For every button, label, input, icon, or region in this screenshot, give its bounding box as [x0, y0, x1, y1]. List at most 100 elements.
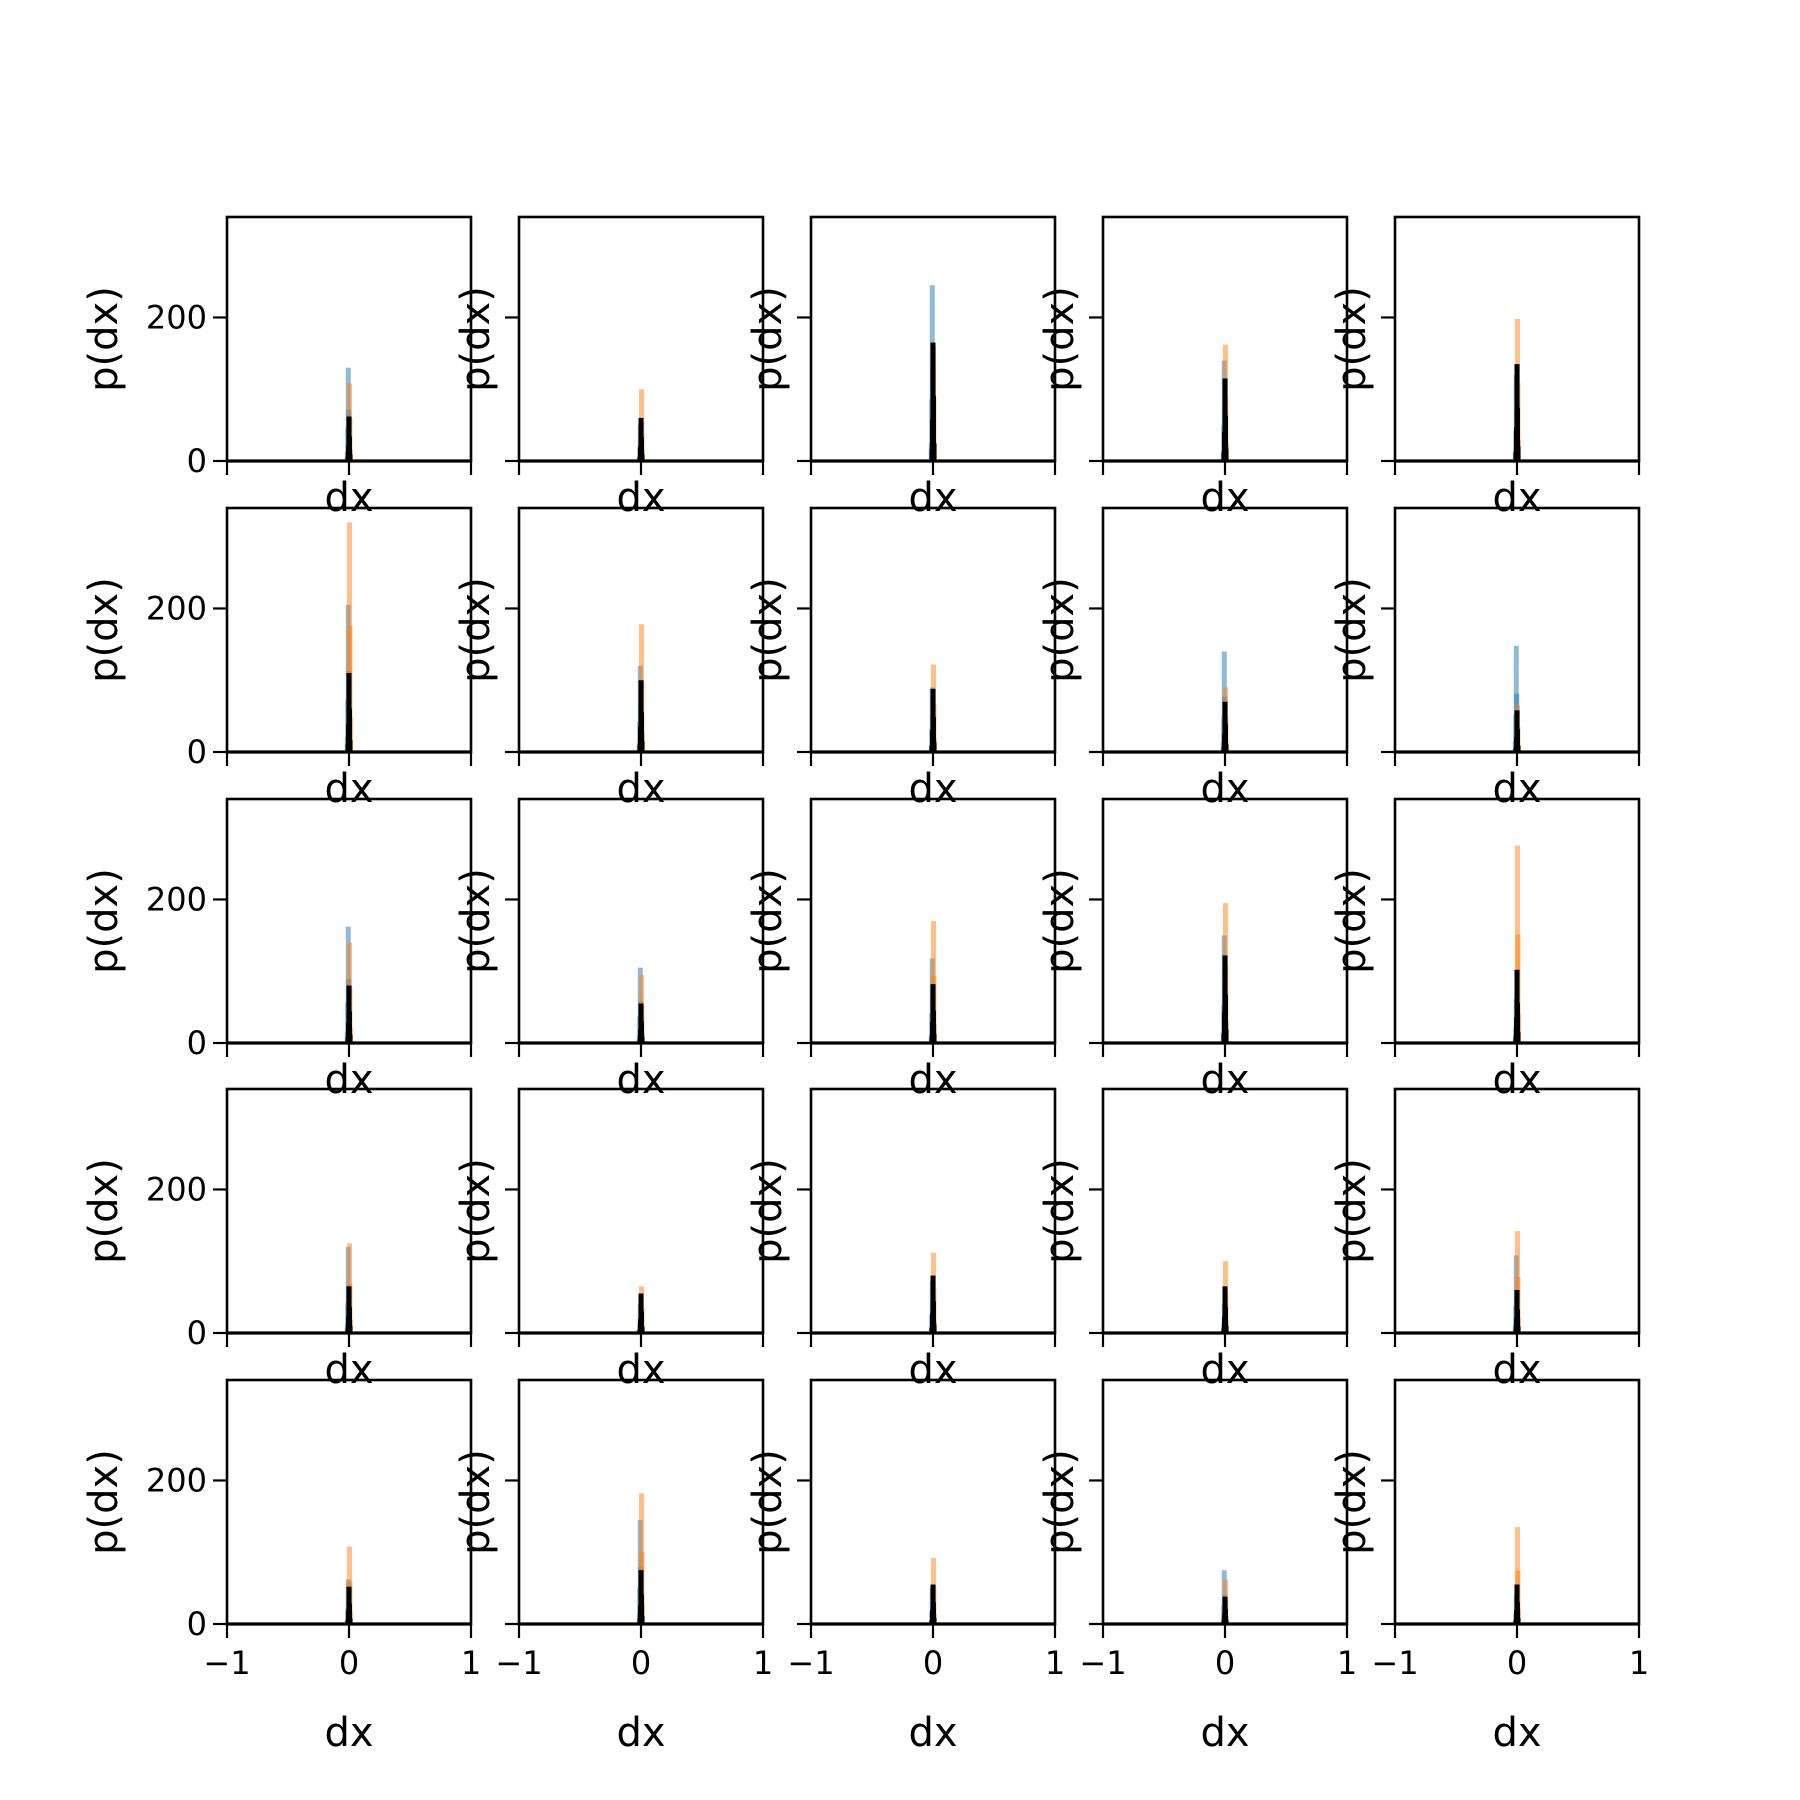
x-tick-label: −1 [787, 1644, 834, 1682]
hist-bar-series-c [1222, 1307, 1228, 1333]
hist-bar-series-c [347, 454, 353, 461]
subplot-r3c1: dx p(dx) [453, 1087, 765, 1393]
subplot-r1c1: dx p(dx) [453, 506, 765, 812]
y-axis-label: p(dx) [1037, 1449, 1083, 1555]
hist-bar-series-c [931, 1324, 937, 1333]
subplot-r3c2: dx p(dx) [745, 1087, 1057, 1393]
x-tick-label: 1 [1045, 1644, 1065, 1682]
x-tick-label: −1 [203, 1644, 250, 1682]
x-tick-label: 1 [461, 1644, 481, 1682]
hist-bar-series-c [638, 1594, 644, 1624]
x-tick-label: 0 [923, 1644, 943, 1682]
subplot-r1c3: dx p(dx) [1037, 506, 1349, 812]
subplot-r0c4: dx p(dx) [1329, 215, 1641, 521]
y-tick-label: 200 [146, 880, 207, 918]
subplot-r2c1: dx p(dx) [453, 797, 765, 1103]
hist-bar-series-c [1515, 1032, 1521, 1043]
x-tick-label: −1 [1079, 1644, 1126, 1682]
hist-bar-series-c [346, 436, 352, 461]
subplot-r3c4: dx p(dx) [1329, 1087, 1641, 1393]
y-axis-label: p(dx) [745, 1158, 791, 1264]
y-axis-label: p(dx) [453, 1449, 499, 1555]
y-axis-label: p(dx) [1037, 868, 1083, 974]
x-axis-label: dx [616, 766, 665, 812]
hist-bar-series-c [1223, 1619, 1229, 1624]
hist-bar-series-c [931, 1034, 937, 1043]
hist-bar-series-c [1515, 1618, 1521, 1624]
x-axis-label: dx [1492, 766, 1541, 812]
hist-bar-series-c [347, 1618, 353, 1624]
y-axis-label: p(dx) [1037, 286, 1083, 392]
y-axis-label: p(dx) [745, 1449, 791, 1555]
y-tick-label: 0 [187, 733, 207, 771]
x-axis-label: dx [1200, 1057, 1249, 1103]
hist-bar-series-c [930, 1602, 936, 1624]
y-tick-label: 200 [146, 1170, 207, 1208]
x-axis-label: dx [1200, 766, 1249, 812]
x-axis-label: dx [908, 475, 957, 521]
x-axis-label: dx [1200, 475, 1249, 521]
y-axis-label: p(dx) [1329, 577, 1375, 683]
y-axis-label: p(dx) [745, 577, 791, 683]
hist-bar-series-c [1514, 729, 1520, 752]
y-axis-label: p(dx) [1037, 1158, 1083, 1264]
hist-bar-series-c [1514, 1309, 1520, 1333]
x-axis-label: dx [324, 1710, 373, 1756]
y-axis-label: p(dx) [745, 868, 791, 974]
hist-bar-series-c [1514, 407, 1520, 461]
hist-bar-series-c [1223, 1029, 1229, 1043]
x-axis-label: dx [616, 1347, 665, 1393]
hist-bar-series-c [1223, 448, 1229, 461]
x-axis-label: dx [1200, 1347, 1249, 1393]
x-axis-label: dx [324, 766, 373, 812]
hist-bar-series-c [346, 708, 352, 752]
y-tick-label: 0 [187, 1605, 207, 1643]
y-axis-label: p(dx) [745, 286, 791, 392]
x-tick-label: 1 [1337, 1644, 1357, 1682]
x-axis-label: dx [1492, 1347, 1541, 1393]
hist-bar-series-c [1223, 744, 1229, 752]
y-axis-label: p(dx) [1329, 868, 1375, 974]
subplot-r0c1: dx p(dx) [453, 215, 765, 521]
x-axis-label: dx [1492, 1710, 1541, 1756]
y-tick-label: 0 [187, 1024, 207, 1062]
hist-bar-series-c [1514, 1602, 1520, 1624]
subplot-r1c0: 0 200 dx p(dx) [81, 506, 473, 812]
x-axis-label: dx [908, 1057, 957, 1103]
hist-bar-series-c [930, 1010, 936, 1043]
subplot-r2c4: dx p(dx) [1329, 797, 1641, 1103]
hist-bar-series-c [347, 740, 353, 752]
hist-bar-series-c [1514, 1002, 1520, 1043]
x-axis-label: dx [1492, 1057, 1541, 1103]
hist-bar-series-c [930, 1301, 936, 1333]
hist-bar-series-c [346, 1307, 352, 1333]
hist-bar-series-c [638, 712, 644, 752]
subplot-r4c2: −1 0 1 dx p(dx) [745, 1378, 1065, 1756]
hist-bar-series-c [1222, 415, 1228, 461]
x-axis-label: dx [1200, 1710, 1249, 1756]
y-tick-label: 0 [187, 442, 207, 480]
y-tick-label: 200 [146, 589, 207, 627]
x-axis-label: dx [616, 1057, 665, 1103]
subplot-r4c3: −1 0 1 dx p(dx) [1037, 1378, 1357, 1756]
subplot-r4c4: −1 0 1 dx p(dx) [1329, 1378, 1649, 1756]
hist-bar-series-c [638, 437, 644, 461]
hist-bar-series-c [347, 1034, 353, 1043]
x-axis-label: dx [908, 766, 957, 812]
x-axis-label: dx [324, 475, 373, 521]
hist-bar-series-c [638, 1311, 644, 1333]
x-tick-label: −1 [1371, 1644, 1418, 1682]
x-tick-label: 0 [1215, 1644, 1235, 1682]
y-tick-label: 200 [146, 298, 207, 336]
hist-bar-series-c [346, 1603, 352, 1624]
hist-bar-series-c [639, 454, 645, 461]
x-axis-label: dx [616, 475, 665, 521]
hist-bar-series-c [1222, 1609, 1228, 1624]
y-axis-label: p(dx) [1329, 286, 1375, 392]
x-axis-label: dx [324, 1057, 373, 1103]
y-axis-label: p(dx) [1329, 1158, 1375, 1264]
y-axis-label: p(dx) [1037, 577, 1083, 683]
hist-bar-series-c [347, 1326, 353, 1333]
hist-bar-series-c [639, 741, 645, 752]
